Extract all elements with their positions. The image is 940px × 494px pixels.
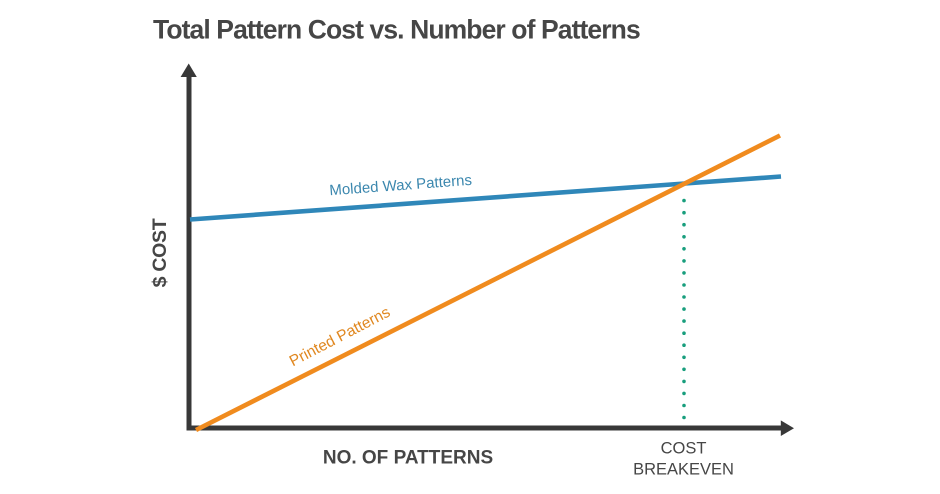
svg-text:$ COST: $ COST [149, 218, 171, 287]
svg-text:Molded Wax Patterns: Molded Wax Patterns [329, 172, 473, 199]
svg-text:NO. OF PATTERNS: NO. OF PATTERNS [323, 448, 493, 469]
svg-text:COST: COST [661, 439, 707, 457]
svg-text:Total Pattern Cost vs. Number: Total Pattern Cost vs. Number of Pattern… [153, 14, 640, 44]
svg-text:BREAKEVEN: BREAKEVEN [633, 461, 734, 479]
